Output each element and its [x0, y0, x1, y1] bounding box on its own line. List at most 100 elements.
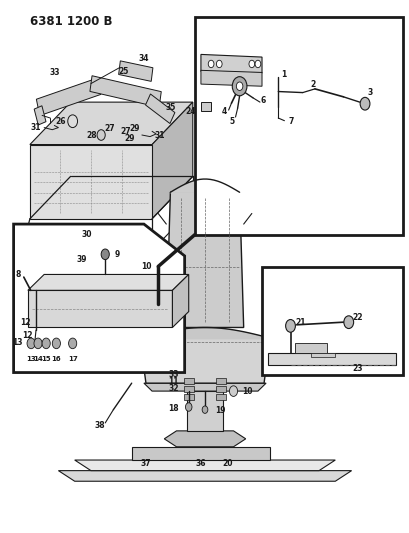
Polygon shape: [139, 338, 270, 383]
Text: 6: 6: [260, 96, 265, 105]
Polygon shape: [164, 431, 245, 447]
Circle shape: [343, 316, 353, 328]
Text: 26: 26: [55, 117, 65, 126]
Text: 33: 33: [168, 370, 178, 379]
Text: 10: 10: [242, 386, 252, 395]
Bar: [28, 290, 172, 327]
Bar: [186, 391, 223, 431]
Text: 37: 37: [140, 459, 151, 469]
Text: 23: 23: [352, 365, 362, 373]
Text: 39: 39: [76, 255, 87, 264]
Polygon shape: [145, 94, 175, 124]
Polygon shape: [28, 274, 188, 290]
Text: 31: 31: [31, 123, 41, 132]
Circle shape: [232, 77, 246, 96]
Text: 32: 32: [168, 384, 178, 393]
Bar: [294, 343, 326, 353]
Circle shape: [185, 403, 191, 411]
Text: 7: 7: [288, 117, 293, 126]
Polygon shape: [166, 192, 243, 327]
Text: 20: 20: [222, 459, 232, 469]
Polygon shape: [74, 460, 335, 471]
Circle shape: [52, 338, 60, 349]
Polygon shape: [58, 471, 351, 481]
Polygon shape: [36, 78, 101, 116]
Text: 36: 36: [195, 459, 206, 469]
Text: 38: 38: [94, 421, 105, 430]
Circle shape: [68, 338, 76, 349]
Text: 30: 30: [81, 230, 92, 239]
Circle shape: [236, 82, 242, 91]
Bar: [30, 144, 152, 219]
Polygon shape: [118, 61, 153, 82]
Text: 5: 5: [229, 117, 234, 126]
Circle shape: [216, 60, 222, 68]
Text: 4: 4: [221, 107, 227, 116]
Bar: [216, 378, 226, 384]
Bar: [183, 394, 193, 400]
Circle shape: [254, 60, 260, 68]
Text: 9: 9: [115, 250, 119, 259]
Polygon shape: [200, 54, 261, 73]
Text: 17: 17: [67, 356, 77, 362]
Circle shape: [359, 98, 369, 110]
Text: 34: 34: [138, 54, 149, 62]
Polygon shape: [13, 224, 184, 373]
Text: 6381 1200 B: 6381 1200 B: [30, 15, 112, 28]
Bar: [310, 353, 335, 357]
Circle shape: [34, 338, 42, 349]
Polygon shape: [200, 70, 261, 86]
Circle shape: [208, 60, 213, 68]
Text: 1: 1: [280, 70, 285, 79]
Text: 24: 24: [185, 107, 196, 116]
Bar: [183, 378, 193, 384]
Polygon shape: [30, 102, 192, 144]
Text: 35: 35: [165, 103, 175, 112]
Text: 25: 25: [118, 67, 128, 76]
Text: 13: 13: [26, 356, 36, 362]
Circle shape: [248, 60, 254, 68]
Circle shape: [42, 338, 50, 349]
Text: 31: 31: [154, 131, 164, 140]
Bar: [194, 17, 402, 235]
Text: 18: 18: [168, 404, 178, 413]
Text: 8: 8: [16, 270, 21, 279]
Text: 29: 29: [124, 134, 135, 143]
Bar: [216, 394, 226, 400]
Circle shape: [202, 406, 207, 414]
Text: 21: 21: [295, 318, 305, 327]
Text: 3: 3: [367, 88, 372, 97]
Circle shape: [285, 319, 294, 332]
Text: 15: 15: [41, 356, 51, 362]
Text: 27: 27: [120, 127, 130, 136]
Text: 33: 33: [49, 68, 59, 77]
Text: 12: 12: [22, 331, 32, 340]
Text: 19: 19: [215, 406, 225, 415]
Circle shape: [67, 115, 77, 127]
Circle shape: [27, 338, 35, 349]
Text: 16: 16: [52, 356, 61, 362]
Polygon shape: [172, 274, 188, 327]
Polygon shape: [34, 106, 46, 125]
Text: 2: 2: [310, 80, 315, 89]
Bar: [183, 386, 193, 392]
Text: 12: 12: [20, 318, 30, 327]
Bar: [200, 102, 211, 111]
Bar: [131, 447, 270, 460]
Circle shape: [97, 130, 105, 140]
Bar: [267, 353, 396, 365]
Polygon shape: [152, 102, 192, 219]
Polygon shape: [90, 76, 161, 107]
Text: 27: 27: [104, 124, 115, 133]
Text: 14: 14: [33, 356, 43, 362]
Bar: [216, 386, 226, 392]
Circle shape: [101, 249, 109, 260]
Text: 28: 28: [86, 131, 97, 140]
Text: 10: 10: [140, 262, 151, 271]
Text: 13: 13: [12, 338, 23, 347]
Text: 22: 22: [352, 313, 362, 322]
Text: 29: 29: [129, 124, 140, 133]
Circle shape: [229, 386, 237, 397]
Polygon shape: [144, 383, 265, 391]
Text: 11: 11: [168, 377, 178, 386]
